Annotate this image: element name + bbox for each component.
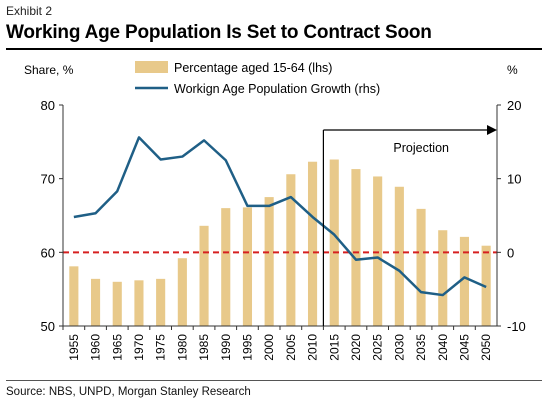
bar-1985 (199, 225, 209, 326)
right-tick-label: 20 (507, 98, 521, 113)
x-tick-label: 1980 (175, 334, 189, 361)
x-tick-label: 1995 (240, 334, 254, 361)
right-axis-label: % (507, 63, 518, 77)
bar-2005 (286, 174, 296, 326)
bar-2010 (307, 161, 318, 326)
axes (59, 104, 501, 330)
x-tick-label: 2020 (349, 334, 363, 361)
x-tick-label: 2035 (414, 334, 428, 361)
bar-series (69, 159, 491, 326)
left-tick-label: 70 (41, 172, 55, 187)
bar-2035 (416, 208, 426, 326)
x-tick-label: 1965 (110, 334, 124, 361)
legend-bar-swatch (135, 61, 168, 73)
bar-2025 (373, 176, 383, 326)
bar-2015 (329, 159, 339, 326)
x-tick-label: 2000 (262, 334, 276, 361)
bar-1965 (112, 281, 122, 326)
right-tick-label: 0 (507, 245, 514, 260)
bar-1980 (177, 258, 187, 326)
left-tick-labels: 50 60 70 80 (41, 98, 55, 334)
growth-line-series (73, 136, 487, 297)
bar-1975 (156, 278, 166, 326)
footer-rule (6, 380, 542, 381)
legend: Percentage aged 15-64 (lhs) Workign Age … (135, 61, 380, 96)
x-tick-label: 2005 (284, 334, 298, 361)
x-tick-label: 1970 (132, 334, 146, 361)
x-tick-labels: 1955 1960 1965 1970 1975 1980 1985 1990 1995 2000… (67, 334, 493, 361)
source-note: Source: NBS, UNPD, Morgan Stanley Resear… (6, 386, 251, 398)
x-tick-label: 1985 (197, 334, 211, 361)
x-tick-label: 2015 (327, 334, 341, 361)
legend-line-label: Workign Age Population Growth (rhs) (174, 82, 380, 96)
bar-2030 (394, 186, 404, 326)
x-tick-label: 2045 (457, 334, 471, 361)
x-tick-label: 1975 (154, 334, 168, 361)
bar-1960 (90, 278, 101, 326)
x-tick-label: 2050 (479, 334, 493, 361)
right-tick-label: 10 (507, 172, 521, 187)
x-tick-label: 2040 (436, 334, 450, 361)
projection-marker: Projection (322, 125, 497, 326)
x-tick-label: 2010 (306, 334, 320, 361)
bar-2000 (264, 197, 274, 326)
left-tick-label: 60 (41, 245, 55, 260)
right-tick-label: -10 (507, 319, 526, 334)
projection-arrow-head (487, 125, 497, 135)
left-tick-label: 50 (41, 319, 55, 334)
left-tick-label: 80 (41, 98, 55, 113)
left-axis-label: Share, % (24, 63, 74, 77)
x-tick-label: 1955 (67, 334, 81, 361)
bar-2040 (438, 230, 448, 326)
projection-label: Projection (393, 141, 449, 155)
bar-1995 (242, 207, 253, 326)
bar-2045 (459, 236, 470, 326)
x-tick-label: 2030 (392, 334, 406, 361)
x-tick-label: 2025 (371, 334, 385, 361)
title-rule (6, 48, 542, 50)
chart-title: Working Age Population Is Set to Contrac… (6, 22, 432, 43)
legend-bar-label: Percentage aged 15-64 (lhs) (174, 61, 332, 75)
bar-1970 (134, 280, 144, 326)
x-tick-label: 1960 (89, 334, 103, 361)
bar-1990 (221, 208, 231, 326)
x-tick-label: 1990 (219, 334, 233, 361)
exhibit-label: Exhibit 2 (6, 4, 53, 18)
bar-1955 (69, 266, 79, 326)
bar-2020 (351, 169, 361, 326)
right-tick-labels: -10 0 10 20 (507, 98, 526, 334)
